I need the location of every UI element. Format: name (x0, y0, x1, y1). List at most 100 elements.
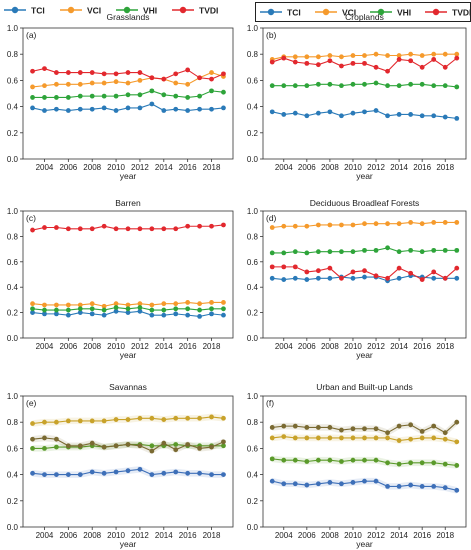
x-tick-label: 2012 (131, 342, 149, 351)
series-tvdi-point (442, 430, 448, 436)
series-tci-point (339, 481, 344, 487)
series-tci-point (292, 110, 298, 116)
panel-label: (e) (26, 398, 37, 408)
legend-right: TCI VCI VHI TVDI (260, 8, 471, 18)
panel-title: Savannas (109, 382, 147, 392)
series-vci-point (315, 54, 321, 60)
series-tci-point (77, 106, 83, 112)
series-tvdi-point (269, 425, 275, 430)
series-tvdi-point (281, 264, 287, 270)
series-vci-point (30, 84, 35, 90)
series-vci (269, 220, 460, 230)
series-vci-point (149, 302, 155, 308)
series-tci-point (362, 109, 367, 115)
series-tvdi-point (89, 70, 95, 75)
series-tci-point (304, 113, 310, 119)
y-tick-label: 0.4 (7, 283, 19, 292)
series-vhi-point (292, 83, 298, 89)
series-tvdi-point (315, 425, 321, 430)
series-tci-point (65, 108, 71, 113)
series-vci-point (125, 302, 131, 308)
series-vci-point (281, 434, 287, 440)
series-tvdi-point (385, 275, 390, 281)
series-vhi-point (221, 89, 226, 95)
series-vci-point (113, 417, 119, 422)
series-vci-point (42, 83, 47, 89)
series-tci-point (350, 480, 356, 485)
series-vhi-point (304, 83, 310, 89)
series-tvdi-point (209, 76, 214, 82)
series-vci-point (304, 223, 310, 229)
series-tci-point (30, 470, 35, 476)
y-tick-label: 0.4 (7, 103, 19, 112)
series-tci-point (137, 308, 143, 314)
series-vci-point (408, 220, 414, 225)
series-tci-point (173, 106, 179, 112)
series-tvdi-point (454, 55, 460, 61)
series-tvdi-point (65, 443, 71, 449)
x-tick-label: 2018 (203, 342, 221, 351)
series-vhi-point (65, 307, 71, 313)
x-tick-label: 2006 (59, 163, 77, 172)
series-tci-point (442, 485, 448, 491)
series-tci-point (454, 275, 460, 281)
y-tick-label: 1.0 (7, 207, 19, 216)
x-axis-label: year (120, 171, 137, 181)
x-tick-label: 2010 (107, 531, 125, 540)
x-axis-label: year (120, 539, 137, 549)
panel-barren: Barren (c) 0.0 0.2 0.4 0.6 0.8 1.0 2004 2006 2008 2… (7, 198, 234, 360)
series-vci-point (419, 435, 425, 441)
series-vci-point (431, 51, 437, 57)
panel-title: Urban and Built-up Lands (316, 382, 412, 392)
series-vhi (30, 305, 226, 313)
series-vhi-point (362, 247, 367, 253)
series-tvdi-point (281, 423, 287, 429)
series-vhi-point (339, 249, 344, 255)
series-tvdi-point (327, 265, 333, 271)
series-vhi-point (161, 307, 167, 313)
series-vhi-point (30, 446, 35, 451)
legend-left-vci-marker (67, 6, 75, 14)
series-vci-point (77, 418, 83, 424)
series-tci-point (373, 478, 379, 484)
series-vhi (269, 80, 460, 90)
x-axis-label: year (356, 539, 373, 549)
y-tick-label: 0.8 (7, 50, 19, 59)
series-vhi-point (315, 81, 321, 87)
y-tick-label: 0.0 (7, 155, 19, 164)
series-vhi-point (454, 84, 460, 90)
series-tvdi-point (101, 223, 107, 229)
x-tick-label: 2012 (367, 531, 385, 540)
series-tci-point (419, 483, 425, 489)
series-vci-point (408, 436, 414, 442)
panel-label: (a) (26, 30, 37, 40)
panel-title: Grasslands (107, 12, 150, 22)
series-tvdi-point (54, 70, 59, 75)
series-vhi-point (173, 442, 179, 447)
series-vci (269, 51, 460, 62)
series-vhi-point (30, 95, 35, 100)
series-tvdi-point (292, 59, 298, 65)
series-vhi-point (197, 307, 202, 313)
series-vhi (269, 455, 460, 469)
x-tick-label: 2008 (83, 163, 101, 172)
x-tick-label: 2012 (131, 531, 149, 540)
series-vhi-point (209, 88, 214, 94)
series-vhi-point (101, 307, 107, 313)
series-vci-point (137, 301, 143, 307)
legend-left: TCI VCI VHI TVDI (4, 6, 218, 16)
series-vci-point (454, 220, 460, 225)
series-tvdi-point (89, 440, 95, 446)
series-tvdi-point (149, 75, 155, 81)
series-vhi-point (89, 306, 95, 312)
series-tci-point (419, 113, 425, 119)
series-tci-point (221, 105, 226, 111)
x-tick-label: 2014 (155, 342, 173, 351)
series-vci-point (89, 80, 95, 86)
series-vhi-point (327, 457, 333, 463)
series-tci (30, 308, 226, 319)
legend-right-vhi-label: VHI (397, 8, 411, 18)
x-tick-label: 2008 (83, 342, 101, 351)
series-tvdi-point (137, 443, 143, 449)
series-tvdi-point (315, 268, 321, 274)
